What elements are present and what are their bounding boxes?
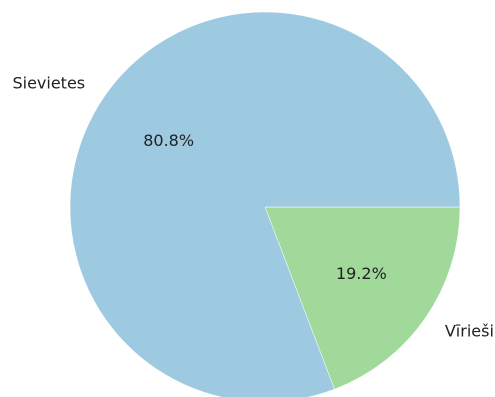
pie-category-label-1: Sievietes [12,74,85,93]
pie-pct-label-1: 80.8% [143,131,194,150]
pie-pct-label-0: 19.2% [336,264,387,283]
pie-category-label-0: Vīrieši [445,321,494,340]
pie-slice-0 [264,206,461,390]
pie-slices [69,11,461,397]
pie-labels: 19.2% Vīrieši 80.8% Sievietes [12,74,493,341]
pie-slice-1 [69,11,461,397]
